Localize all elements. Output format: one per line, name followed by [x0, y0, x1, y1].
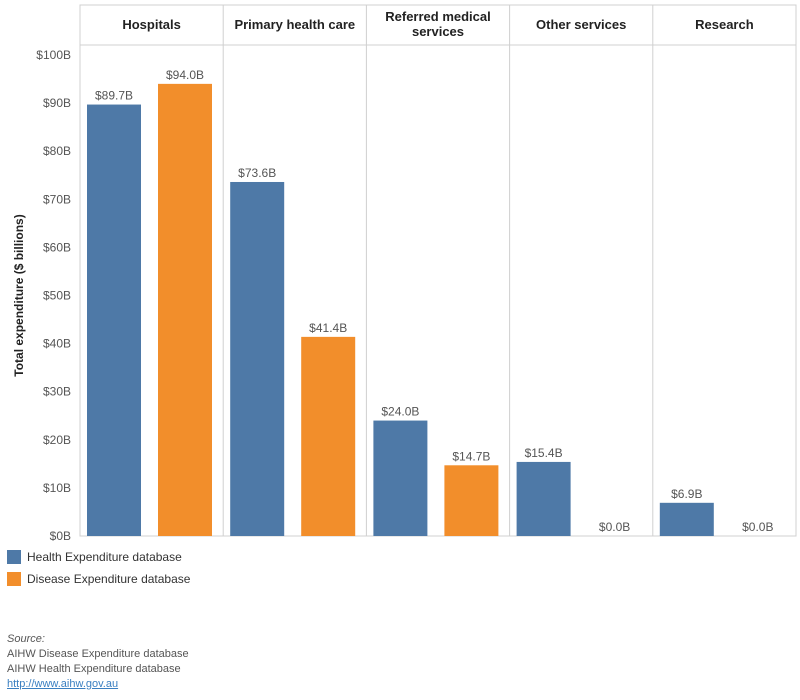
y-tick-label: $70B [43, 192, 71, 206]
data-label: $0.0B [742, 520, 773, 534]
legend-item-disease[interactable]: Disease Expenditure database [7, 568, 190, 590]
data-label: $73.6B [238, 166, 276, 180]
facet-title: Research [695, 17, 754, 32]
y-tick-label: $30B [43, 385, 71, 399]
data-label: $41.4B [309, 321, 347, 335]
legend-label-health: Health Expenditure database [27, 550, 182, 564]
bar [516, 461, 571, 536]
legend-label-disease: Disease Expenditure database [27, 572, 191, 586]
bar [158, 83, 212, 537]
y-tick-label: $10B [43, 481, 71, 495]
y-tick-label: $90B [43, 96, 71, 110]
data-label: $94.0B [166, 68, 204, 82]
source-note: Source: AIHW Disease Expenditure databas… [7, 632, 189, 692]
bar [373, 420, 428, 536]
facet-title: Other services [536, 17, 626, 32]
legend-swatch-disease [7, 572, 21, 586]
bar [301, 336, 356, 536]
bar [444, 465, 499, 536]
legend-swatch-health [7, 550, 21, 564]
y-tick-label: $40B [43, 337, 71, 351]
data-label: $0.0B [599, 520, 630, 534]
plot-frame [79, 4, 797, 537]
source-line-disease: AIHW Disease Expenditure database [7, 648, 189, 660]
y-tick-label: $80B [43, 144, 71, 158]
y-tick-label: $50B [43, 289, 71, 303]
facet-title: Primary health care [234, 17, 355, 32]
y-tick-label: $100B [36, 48, 71, 62]
facet-title: Referred medical [385, 9, 491, 24]
bar [87, 104, 141, 536]
bar [230, 181, 285, 536]
y-tick-label: $0B [50, 529, 71, 543]
y-tick-label: $20B [43, 433, 71, 447]
data-label: $14.7B [452, 449, 490, 463]
bar [659, 502, 714, 536]
legend: Health Expenditure database Disease Expe… [7, 546, 190, 590]
facet-title: Hospitals [122, 17, 181, 32]
data-label: $24.0B [381, 405, 419, 419]
chart: $0B $10B $20B $30B $40B $50B $60B $70B $80B $90B $… [12, 4, 797, 543]
y-tick-label: $60B [43, 240, 71, 254]
y-axis-title: Total expenditure ($ billions) [12, 214, 26, 376]
data-label: $15.4B [525, 446, 563, 460]
source-line-health: AIHW Health Expenditure database [7, 663, 181, 675]
facet-title: services [412, 24, 464, 39]
data-label: $6.9B [671, 487, 702, 501]
legend-item-health[interactable]: Health Expenditure database [7, 546, 190, 568]
data-label: $89.7B [95, 89, 133, 103]
source-title: Source: [7, 633, 45, 645]
source-link[interactable]: http://www.aihw.gov.au [7, 678, 119, 690]
